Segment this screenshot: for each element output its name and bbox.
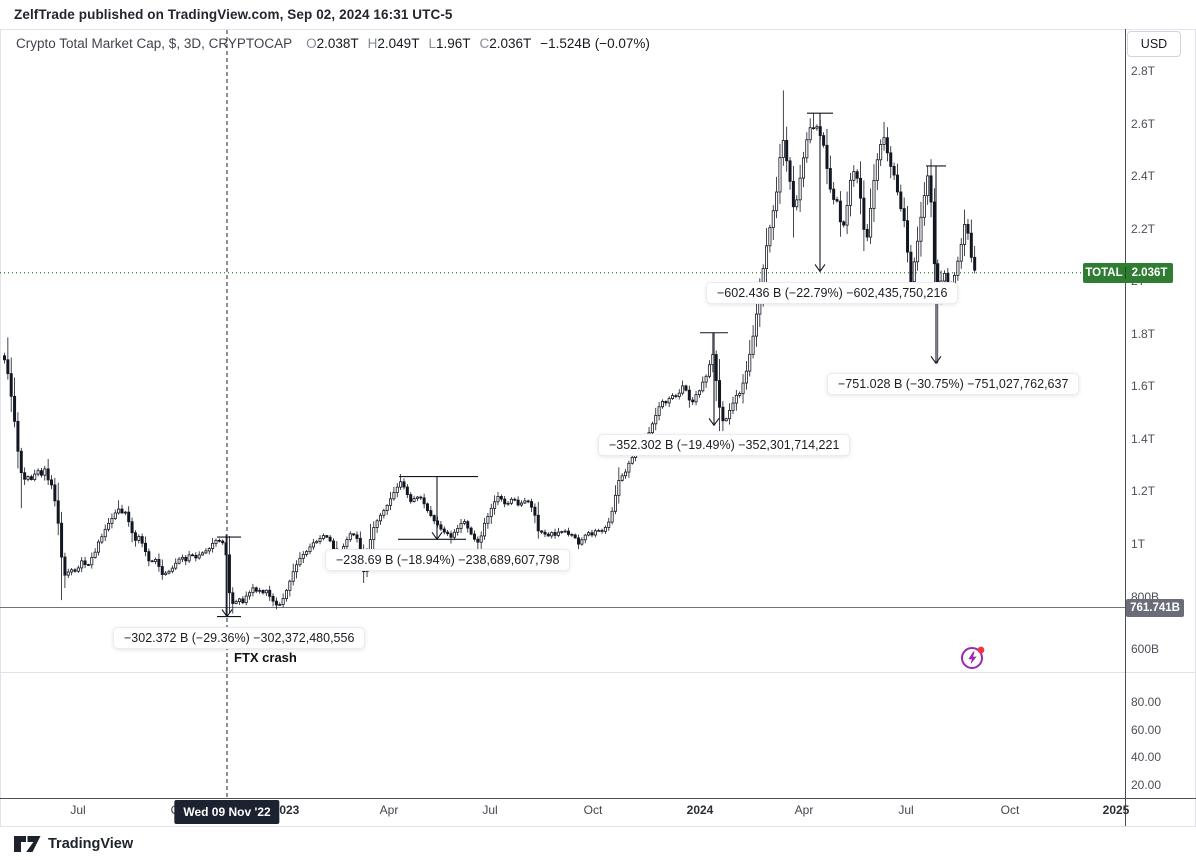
lightning-bolt-glyph — [968, 651, 977, 665]
price-tick: 1.2T — [1131, 484, 1156, 499]
measurement-label[interactable]: −751.028 B (−30.75%) −751,027,762,637 — [827, 373, 1080, 395]
date-tick: 2025 — [1102, 803, 1130, 817]
measurement-label[interactable]: −238.69 B (−18.94%) −238,689,607,798 — [325, 549, 571, 571]
price-tick: 2.4T — [1131, 169, 1156, 184]
change-value: −1.524B (−0.07%) — [540, 36, 650, 51]
date-tick: 2024 — [686, 803, 714, 817]
indicator-tick: 20.00 — [1131, 778, 1162, 792]
price-tick: 600B — [1131, 642, 1160, 657]
date-tick: Jul — [482, 803, 498, 817]
date-tick: Jul — [898, 803, 914, 817]
measurement-drawings[interactable] — [217, 112, 946, 618]
candles — [3, 90, 977, 617]
lightning-idea-icon[interactable] — [959, 643, 987, 671]
measurement-label[interactable]: −602.436 B (−22.79%) −602,435,750,216 — [706, 282, 959, 304]
indicator-tick: 60.00 — [1131, 723, 1162, 737]
price-tick: 2.6T — [1131, 116, 1156, 131]
date-tick: Apr — [379, 803, 399, 817]
ohlc-open: O2.038T — [306, 36, 359, 51]
price-tick: 1.8T — [1131, 326, 1156, 341]
price-badge-value: 2.036T — [1125, 266, 1173, 279]
support-level-badge: 761.741B — [1126, 598, 1184, 617]
measurement-label[interactable]: −352.302 B (−19.49%) −352,301,714,221 — [598, 434, 851, 456]
ftx-crash-label[interactable]: FTX crash — [234, 650, 297, 665]
notification-dot — [977, 646, 985, 654]
chart-legend[interactable]: Crypto Total Market Cap, $, 3D, CRYPTOCA… — [16, 36, 659, 51]
date-tick: Oct — [1000, 803, 1020, 817]
price-tick: 2.8T — [1131, 64, 1156, 78]
date-tick: Apr — [794, 803, 814, 817]
price-tick: 2.2T — [1131, 221, 1156, 236]
ohlc-close: C2.036T — [479, 36, 532, 51]
pane-borders — [0, 29, 1196, 827]
date-tick: Oct — [583, 803, 603, 817]
currency-toggle-button[interactable]: USD — [1127, 31, 1181, 57]
measurement-label[interactable]: −302.372 B (−29.36%) −302,372,480,556 — [113, 627, 366, 649]
price-tick: 1T — [1131, 536, 1146, 551]
tradingview-logo[interactable]: TradingView — [14, 834, 133, 854]
date-tick: Jul — [70, 803, 86, 817]
ohlc-high: H2.049T — [367, 36, 420, 51]
indicator-tick: 40.00 — [1131, 750, 1162, 764]
symbol-title: Crypto Total Market Cap, $, 3D, CRYPTOCA… — [16, 36, 293, 51]
attribution-text: ZelfTrade published on TradingView.com, … — [14, 7, 453, 22]
indicator-tick: 80.00 — [1131, 695, 1162, 709]
ohlc-low: L1.96T — [428, 36, 471, 51]
crosshair-date-badge: Wed 09 Nov '22 — [174, 800, 280, 824]
price-level-lines — [0, 30, 1125, 798]
price-tick: 1.6T — [1131, 379, 1156, 394]
price-badge-label: TOTAL — [1085, 266, 1123, 279]
tradingview-logo-text: TradingView — [48, 836, 134, 852]
current-price-badge: TOTAL 2.036T — [1083, 262, 1173, 283]
price-tick: 1.4T — [1131, 431, 1156, 446]
tradingview-mark-icon — [14, 836, 41, 852]
